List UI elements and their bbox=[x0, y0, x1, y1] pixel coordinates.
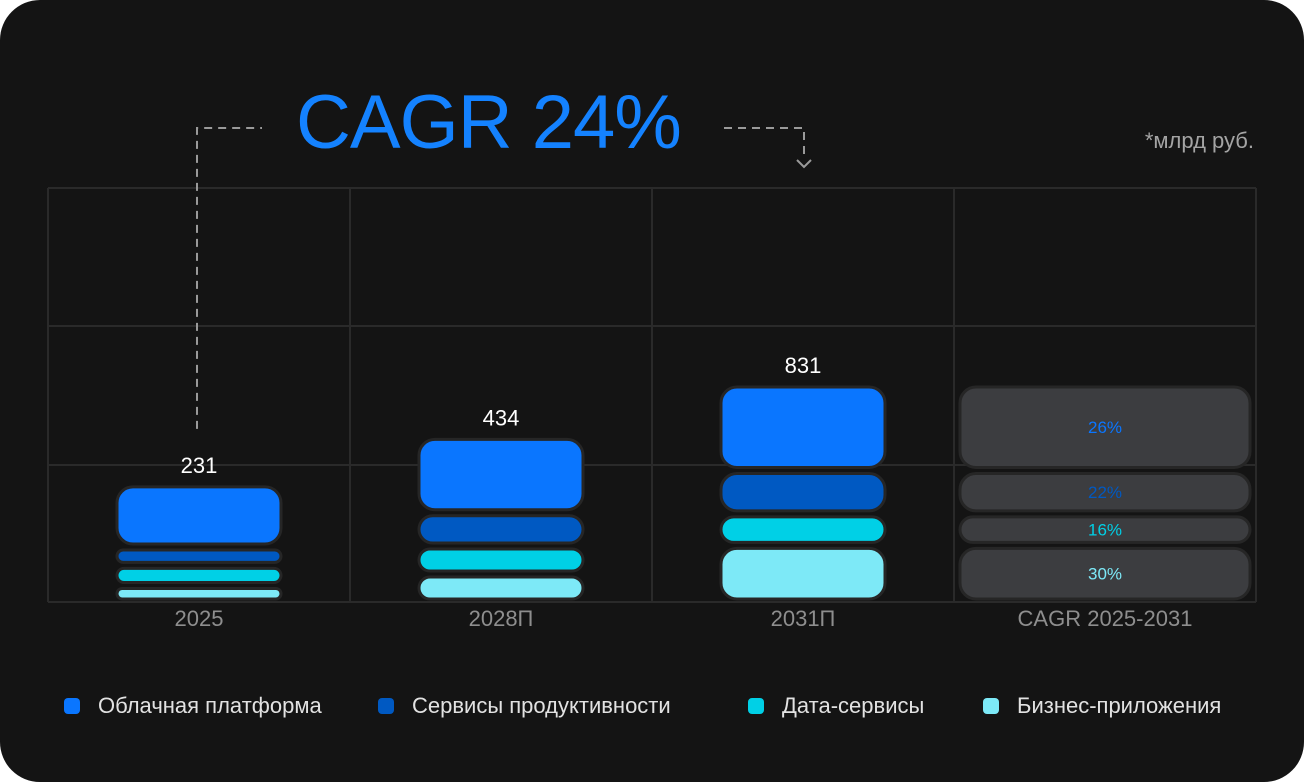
x-tick-label: CAGR 2025-2031 bbox=[1017, 606, 1193, 631]
grid-lines bbox=[47, 187, 1257, 603]
legend-swatch bbox=[378, 698, 394, 714]
x-tick-label: 2025 bbox=[174, 606, 224, 631]
cagr-value-label: 16% bbox=[1088, 521, 1122, 540]
bar-segment bbox=[115, 586, 283, 601]
total-label: 231 bbox=[181, 453, 218, 478]
chart-title: CAGR 24% bbox=[296, 80, 682, 165]
x-tick-label: 2031П bbox=[770, 606, 836, 631]
cagr-box bbox=[958, 515, 1252, 544]
legend-swatch bbox=[748, 698, 764, 714]
bar-segment bbox=[417, 575, 585, 601]
legend-item: Дата-сервисы bbox=[748, 688, 924, 724]
cagr-value-label: 26% bbox=[1088, 418, 1122, 437]
x-tick-label: 2028П bbox=[468, 606, 534, 631]
bar-segment bbox=[417, 514, 585, 545]
legend-label: Дата-сервисы bbox=[782, 693, 925, 718]
bars: 231 434 831 bbox=[115, 353, 887, 601]
connector-right bbox=[724, 127, 805, 154]
bar-segment bbox=[417, 547, 585, 573]
bar-segment bbox=[115, 548, 283, 564]
bar-segment bbox=[115, 485, 283, 546]
legend-label: Бизнес-приложения bbox=[1017, 693, 1222, 718]
bar-segment bbox=[719, 546, 887, 601]
bar-segment bbox=[719, 471, 887, 513]
legend-label: Облачная платформа bbox=[98, 693, 322, 718]
total-label: 434 bbox=[483, 405, 520, 430]
cagr-boxes: 26% 22% 16% 30% bbox=[958, 385, 1252, 601]
legend-swatch bbox=[983, 698, 999, 714]
cagr-connector bbox=[196, 127, 812, 429]
cagr-box bbox=[958, 471, 1252, 513]
legend: Облачная платформа Сервисы продуктивност… bbox=[0, 688, 1304, 724]
legend-item: Сервисы продуктивности bbox=[378, 688, 671, 724]
connector-left bbox=[196, 127, 262, 429]
connector-arrowhead bbox=[796, 159, 812, 169]
legend-item: Облачная платформа bbox=[64, 688, 322, 724]
legend-item: Бизнес-приложения bbox=[983, 688, 1221, 724]
unit-note: *млрд руб. bbox=[1144, 128, 1254, 153]
cagr-value-label: 22% bbox=[1088, 483, 1122, 502]
cagr-box bbox=[958, 385, 1252, 469]
legend-swatch bbox=[64, 698, 80, 714]
bar-segment bbox=[719, 385, 887, 469]
bar-segment bbox=[115, 566, 283, 584]
cagr-value-label: 30% bbox=[1088, 565, 1122, 584]
bar-segment bbox=[417, 437, 585, 512]
legend-label: Сервисы продуктивности bbox=[412, 693, 671, 718]
bar-segment bbox=[719, 515, 887, 544]
cagr-box bbox=[958, 546, 1252, 601]
total-label: 831 bbox=[785, 353, 822, 378]
